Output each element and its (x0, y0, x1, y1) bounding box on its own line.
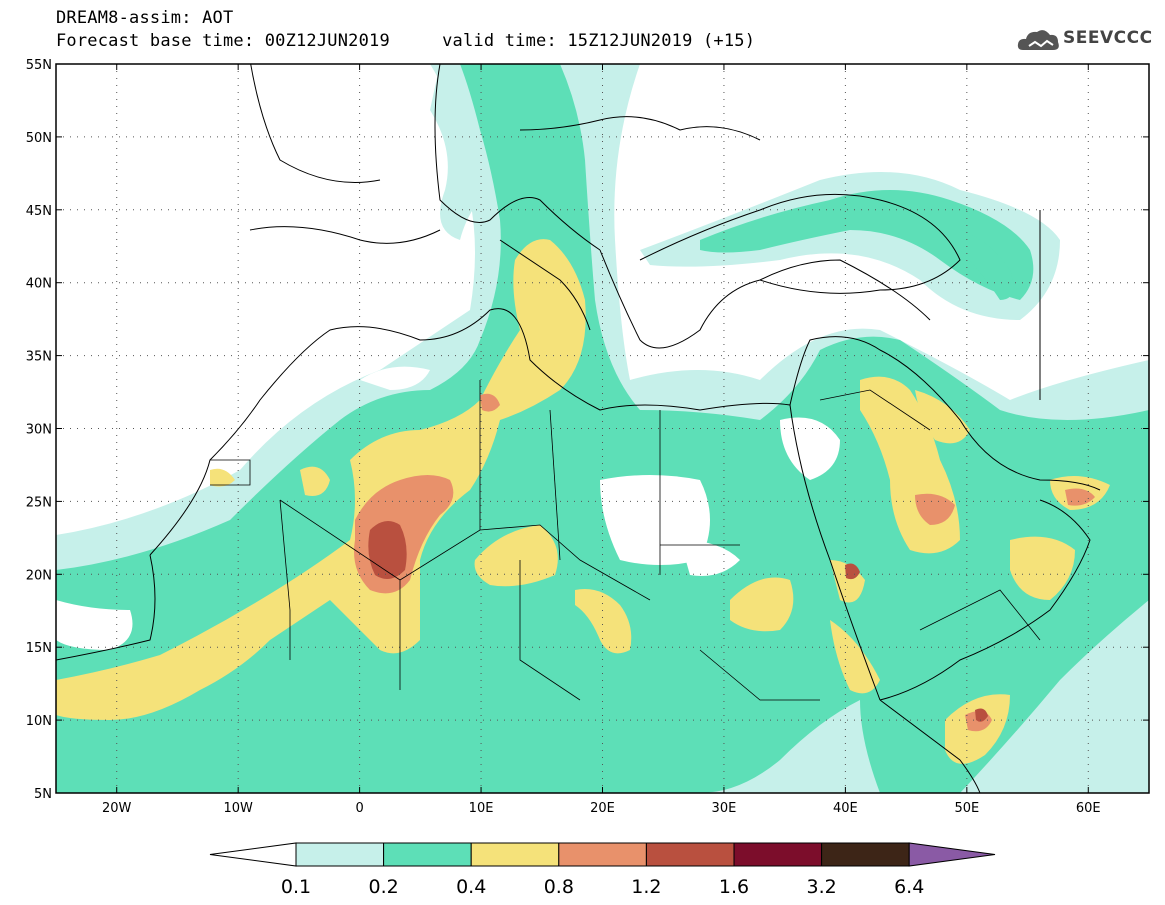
colorbar-label: 0.8 (544, 876, 574, 898)
lat-label: 45N (26, 204, 52, 219)
lat-label: 55N (26, 58, 52, 73)
latitude-labels: 55N 50N 45N 40N 35N 30N 25N 20N 15N 10N 5N (26, 58, 52, 802)
lon-label: 60E (1076, 801, 1101, 816)
lon-label: 0 (355, 801, 363, 816)
lat-label: 35N (26, 350, 52, 365)
coastlines (56, 64, 1101, 793)
colorbar (209, 842, 996, 867)
colorbar-label: 1.2 (631, 876, 661, 898)
base-time: Forecast base time: 00Z12JUN2019 (56, 31, 390, 51)
lat-label: 5N (34, 787, 52, 802)
colorbar-under-arrow (209, 842, 297, 867)
lat-label: 40N (26, 277, 52, 292)
lat-label: 20N (26, 568, 52, 583)
logo-text: SEEVCCC (1063, 28, 1153, 48)
lat-label: 25N (26, 495, 52, 510)
lon-label: 10E (469, 801, 494, 816)
lat-label: 50N (26, 131, 52, 146)
lon-label: 50E (954, 801, 979, 816)
colorbar-swatch (821, 842, 910, 867)
colorbar-swatch (383, 842, 472, 867)
colorbar-swatch (733, 842, 823, 867)
colorbar-labels: 0.1 0.2 0.4 0.8 1.2 1.6 3.2 6.4 (281, 876, 924, 898)
cloud-logo-icon (1017, 30, 1059, 50)
colorbar-label: 6.4 (894, 876, 924, 898)
lon-label: 10W (223, 801, 253, 816)
axis-ticks (56, 63, 1149, 794)
lat-label: 10N (26, 714, 52, 729)
country-borders (210, 380, 1041, 701)
colorbar-label: 0.2 (368, 876, 398, 898)
colorbar-over-arrow (908, 842, 996, 867)
colorbar-swatch (558, 842, 647, 867)
colorbar-label: 0.1 (281, 876, 311, 898)
longitude-labels: 20W 10W 0 10E 20E 30E 40E 50E 60E (102, 801, 1101, 816)
colorbar-label: 3.2 (806, 876, 836, 898)
colorbar-swatch (470, 842, 560, 867)
lon-label: 40E (833, 801, 858, 816)
valid-time: valid time: 15Z12JUN2019 (+15) (442, 31, 756, 51)
colorbar-label: 1.6 (719, 876, 749, 898)
map-title: DREAM8-assim: AOT (56, 8, 234, 28)
colorbar-swatch (295, 842, 385, 867)
colorbar-label: 0.4 (456, 876, 486, 898)
lon-label: 20E (590, 801, 615, 816)
colorbar-swatch (645, 842, 735, 867)
lon-label: 30E (712, 801, 737, 816)
forecast-times: Forecast base time: 00Z12JUN2019 valid t… (56, 31, 755, 51)
lon-label: 20W (102, 801, 132, 816)
lat-label: 15N (26, 641, 52, 656)
lat-label: 30N (26, 423, 52, 438)
